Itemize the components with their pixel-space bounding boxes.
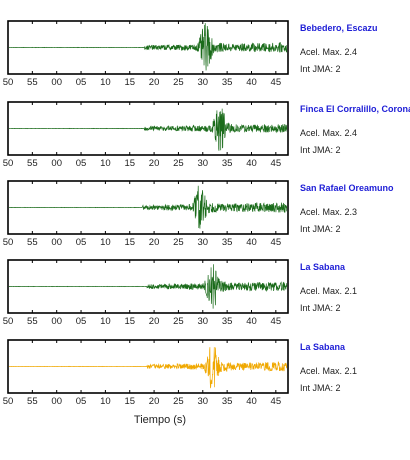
x-tick-label: 35 xyxy=(222,316,233,327)
station-name: Finca El Corralillo, Corona xyxy=(300,104,410,114)
x-tick-label: 05 xyxy=(76,396,87,407)
x-tick-label: 30 xyxy=(197,158,208,169)
x-tick-label: 40 xyxy=(246,316,257,327)
max-acceleration-label: Acel. Max. 2.1 xyxy=(300,366,358,376)
max-acceleration-label: Acel. Max. 2.4 xyxy=(300,47,358,57)
waveform-trace xyxy=(9,23,287,71)
panel-1: 50 55 00 05 10 15 20 25 30 35 40 45 xyxy=(3,20,289,88)
x-tick-label: 45 xyxy=(271,237,282,248)
max-acceleration-label: Acel. Max. 2.1 xyxy=(300,286,358,296)
x-tick-label: 20 xyxy=(149,77,160,88)
waveform-trace xyxy=(9,108,287,151)
x-tick-label: 50 xyxy=(3,316,14,327)
x-tick-label: 35 xyxy=(222,237,233,248)
x-tick-label: 45 xyxy=(271,396,282,407)
jma-intensity-label: Int JMA: 2 xyxy=(300,303,341,313)
panel-4: 50 55 00 05 10 15 20 25 30 35 40 45 xyxy=(3,259,289,327)
x-tick-label: 40 xyxy=(246,158,257,169)
x-tick-label: 35 xyxy=(222,77,233,88)
x-tick-label: 25 xyxy=(173,77,184,88)
jma-intensity-label: Int JMA: 2 xyxy=(300,64,341,74)
x-tick-label: 10 xyxy=(100,316,111,327)
x-tick-label: 45 xyxy=(271,158,282,169)
x-tick-label: 00 xyxy=(51,77,62,88)
panel-2: 50 55 00 05 10 15 20 25 30 35 40 45 xyxy=(3,101,289,169)
x-tick-label: 50 xyxy=(3,396,14,407)
station-name: La Sabana xyxy=(300,262,346,272)
jma-intensity-label: Int JMA: 2 xyxy=(300,224,341,234)
x-tick-label: 50 xyxy=(3,237,14,248)
x-tick-label: 55 xyxy=(27,396,38,407)
x-tick-label: 55 xyxy=(27,237,38,248)
x-tick-label: 00 xyxy=(51,316,62,327)
x-tick-label: 00 xyxy=(51,396,62,407)
x-tick-label: 00 xyxy=(51,237,62,248)
jma-intensity-label: Int JMA: 2 xyxy=(300,145,341,155)
x-tick-label: 05 xyxy=(76,77,87,88)
x-tick-label: 00 xyxy=(51,158,62,169)
jma-intensity-label: Int JMA: 2 xyxy=(300,383,341,393)
waveform-trace xyxy=(9,347,287,389)
waveform-trace xyxy=(9,264,287,309)
x-tick-label: 10 xyxy=(100,237,111,248)
x-tick-label: 25 xyxy=(173,316,184,327)
x-tick-label: 20 xyxy=(149,316,160,327)
x-tick-label: 55 xyxy=(27,158,38,169)
x-tick-label: 35 xyxy=(222,158,233,169)
x-tick-label: 25 xyxy=(173,396,184,407)
x-tick-label: 05 xyxy=(76,316,87,327)
x-tick-label: 45 xyxy=(271,77,282,88)
x-tick-label: 45 xyxy=(271,316,282,327)
panel-frame xyxy=(7,101,289,156)
waveform-trace xyxy=(9,185,287,229)
x-tick-label: 05 xyxy=(76,158,87,169)
max-acceleration-label: Acel. Max. 2.3 xyxy=(300,207,358,217)
x-tick-label: 15 xyxy=(124,396,135,407)
x-tick-label: 10 xyxy=(100,158,111,169)
x-tick-label: 20 xyxy=(149,158,160,169)
x-tick-label: 50 xyxy=(3,77,14,88)
x-tick-label: 55 xyxy=(27,77,38,88)
x-tick-label: 40 xyxy=(246,237,257,248)
max-acceleration-label: Acel. Max. 2.4 xyxy=(300,128,358,138)
x-tick-label: 40 xyxy=(246,396,257,407)
panel-frame xyxy=(7,259,289,314)
station-name: Bebedero, Escazu xyxy=(300,23,378,33)
x-tick-label: 15 xyxy=(124,77,135,88)
x-tick-label: 30 xyxy=(197,396,208,407)
station-name: San Rafael Oreamuno xyxy=(300,183,394,193)
x-tick-label: 15 xyxy=(124,237,135,248)
x-tick-label: 55 xyxy=(27,316,38,327)
x-tick-label: 30 xyxy=(197,316,208,327)
panel-5: 50 55 00 05 10 15 20 25 30 35 40 45 xyxy=(3,339,289,407)
x-tick-label: 25 xyxy=(173,237,184,248)
x-tick-label: 10 xyxy=(100,396,111,407)
x-tick-label: 10 xyxy=(100,77,111,88)
x-tick-label: 15 xyxy=(124,316,135,327)
x-tick-label: 50 xyxy=(3,158,14,169)
x-tick-label: 20 xyxy=(149,396,160,407)
x-tick-label: 35 xyxy=(222,396,233,407)
x-tick-label: 30 xyxy=(197,237,208,248)
x-axis-label: Tiempo (s) xyxy=(133,414,187,426)
panel-frame xyxy=(7,20,289,75)
x-tick-label: 20 xyxy=(149,237,160,248)
panel-frame xyxy=(7,180,289,235)
x-tick-label: 30 xyxy=(197,77,208,88)
panel-frame xyxy=(7,339,289,394)
station-name: La Sabana xyxy=(300,342,346,352)
x-tick-label: 05 xyxy=(76,237,87,248)
x-tick-label: 15 xyxy=(124,158,135,169)
x-tick-label: 25 xyxy=(173,158,184,169)
x-tick-label: 40 xyxy=(246,77,257,88)
panel-3: 50 55 00 05 10 15 20 25 30 35 40 45 xyxy=(3,180,289,248)
